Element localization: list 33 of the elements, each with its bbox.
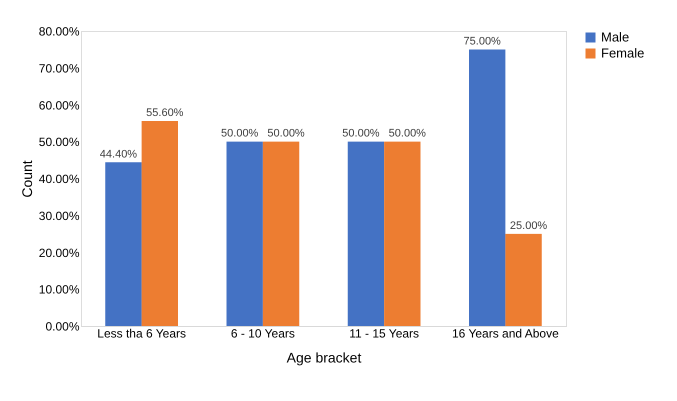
data-label: 50.00% bbox=[221, 128, 259, 140]
x-tick-label: Less tha 6 Years bbox=[97, 326, 186, 340]
legend-label: Male bbox=[601, 30, 630, 44]
bar bbox=[505, 234, 542, 326]
y-axis-title: Count bbox=[18, 160, 35, 198]
x-tick-label: 11 - 15 Years bbox=[349, 326, 420, 340]
bar bbox=[105, 162, 142, 326]
data-label: 25.00% bbox=[510, 220, 548, 232]
data-label: 44.40% bbox=[100, 148, 138, 160]
data-label: 75.00% bbox=[464, 35, 502, 48]
y-tick-label: 60.00% bbox=[38, 98, 80, 112]
data-label: 55.60% bbox=[146, 106, 184, 119]
x-axis-title: Age bracket bbox=[286, 350, 362, 366]
y-tick-label: 70.00% bbox=[38, 61, 80, 76]
data-label: 50.00% bbox=[267, 128, 305, 140]
bar bbox=[384, 142, 420, 326]
bar bbox=[469, 49, 506, 326]
bar bbox=[262, 142, 300, 326]
y-tick-label: 30.00% bbox=[38, 208, 80, 223]
legend-label: Female bbox=[601, 46, 644, 60]
x-tick-label: 6 - 10 Years bbox=[230, 326, 295, 340]
x-tick-label: 16 Years and Above bbox=[452, 326, 560, 340]
y-tick-label: 20.00% bbox=[38, 246, 80, 260]
y-tick-label: 0.00% bbox=[45, 320, 80, 334]
y-tick-label: 50.00% bbox=[38, 135, 80, 150]
bar bbox=[348, 142, 384, 326]
data-label: 50.00% bbox=[342, 128, 380, 140]
data-label: 50.00% bbox=[388, 128, 426, 140]
y-tick-label: 80.00% bbox=[38, 24, 80, 38]
bar bbox=[142, 120, 178, 326]
bar bbox=[226, 142, 263, 326]
y-tick-label: 40.00% bbox=[38, 172, 80, 186]
y-tick-label: 10.00% bbox=[38, 282, 80, 297]
